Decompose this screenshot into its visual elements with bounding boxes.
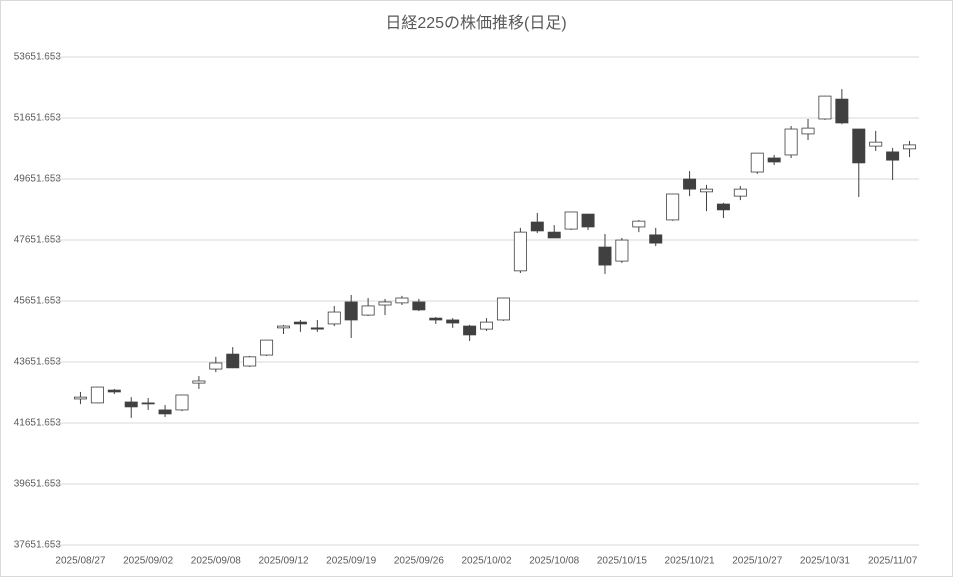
candle-body — [530, 221, 544, 232]
candle-body — [801, 127, 815, 135]
candle-body — [700, 188, 713, 193]
candle-body — [344, 301, 358, 321]
x-tick-label: 2025/10/15 — [597, 556, 647, 567]
candle-body — [869, 141, 883, 147]
candle-body — [835, 98, 849, 124]
candle-body — [192, 380, 206, 384]
y-tick-label: 51651.653 — [14, 113, 62, 124]
y-tick-label: 45651.653 — [14, 296, 62, 307]
x-tick-label: 2025/09/26 — [394, 556, 444, 567]
chart-title: 日経225の株価推移(日足) — [385, 14, 566, 32]
candle-body — [158, 409, 172, 415]
y-tick-label: 47651.653 — [14, 235, 62, 246]
x-tick-label: 2025/10/31 — [800, 556, 850, 567]
candle-body — [90, 386, 104, 404]
candle-body — [107, 389, 121, 393]
candle-body — [513, 231, 527, 272]
y-tick-label: 49651.653 — [14, 174, 62, 185]
candle-body — [429, 317, 443, 321]
candle-body — [446, 319, 460, 324]
candle-body — [327, 311, 341, 325]
candle-body — [124, 401, 138, 408]
candle-body — [598, 246, 612, 266]
candle-body — [852, 128, 866, 164]
x-tick-label: 2025/09/08 — [191, 556, 241, 567]
x-tick-label: 2025/09/19 — [326, 556, 376, 567]
x-tick-label: 2025/10/27 — [732, 556, 782, 567]
candle-body — [818, 95, 832, 120]
candle-body — [361, 305, 375, 316]
x-tick-label: 2025/10/02 — [462, 556, 512, 567]
candle-body — [412, 301, 426, 311]
x-tick-label: 2025/09/02 — [123, 556, 173, 567]
candle-body — [226, 353, 240, 369]
candle-body — [260, 339, 274, 356]
candle-body — [733, 188, 747, 197]
x-tick-label: 2025/11/07 — [868, 556, 918, 567]
candle-body — [547, 231, 561, 239]
x-tick-label: 2025/10/21 — [665, 556, 715, 567]
y-tick-label: 53651.653 — [14, 52, 62, 63]
candle-body — [395, 297, 409, 304]
candle-body — [463, 325, 477, 336]
x-tick-label: 2025/08/27 — [55, 556, 105, 567]
candle-body — [480, 321, 494, 330]
candle-body — [903, 144, 917, 150]
candle-body — [378, 301, 392, 306]
candle-body — [649, 234, 663, 244]
candle-body — [581, 213, 595, 228]
candle-body — [73, 396, 87, 400]
candle-body — [632, 220, 646, 228]
candle-body — [209, 362, 223, 370]
y-tick-label: 43651.653 — [14, 357, 62, 368]
candle-body — [750, 152, 764, 173]
x-tick-label: 2025/10/08 — [529, 556, 579, 567]
candle-body — [886, 151, 900, 161]
candle-body — [141, 402, 155, 405]
candle-body — [683, 178, 697, 190]
candle-body — [277, 325, 290, 329]
candle-body — [767, 157, 781, 163]
candle-body — [716, 203, 730, 211]
y-tick-label: 41651.653 — [14, 418, 62, 429]
x-tick-label: 2025/09/12 — [258, 556, 308, 567]
candle-body — [564, 211, 578, 230]
candle-body — [615, 239, 629, 262]
y-tick-label: 39651.653 — [14, 479, 62, 490]
candle-body — [175, 394, 189, 411]
candle-body — [666, 193, 680, 221]
candle-body — [496, 297, 510, 321]
candle-body — [784, 128, 798, 156]
y-tick-label: 37651.653 — [14, 540, 62, 551]
candle-body — [243, 356, 257, 367]
candle-body — [310, 327, 324, 330]
candle-body — [293, 321, 307, 325]
